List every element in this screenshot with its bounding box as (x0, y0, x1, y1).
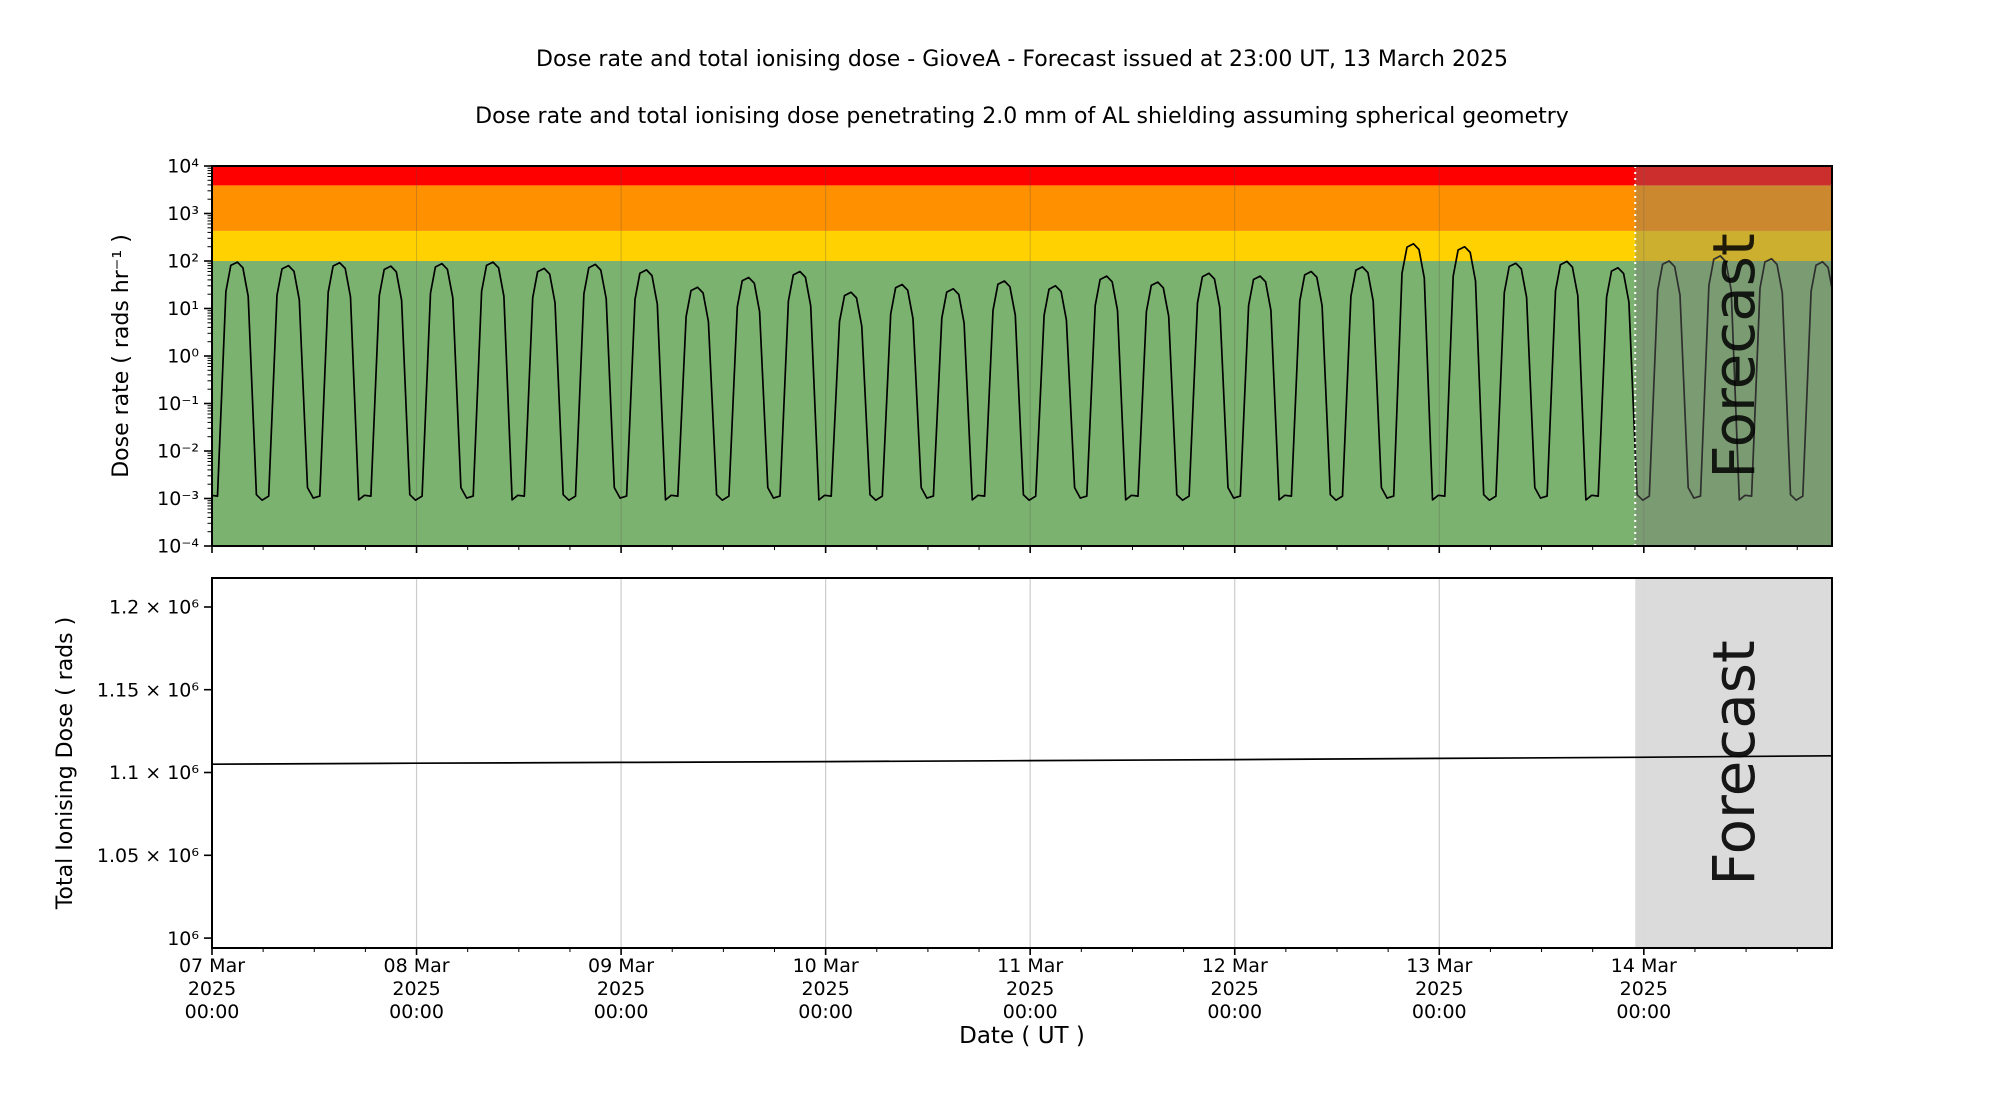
y-tick-label: 1.15 × 10⁶ (97, 679, 199, 701)
total-dose-frame (211, 577, 1833, 949)
x-tick-label: 11 Mar 2025 00:00 (997, 955, 1063, 1023)
y-tick-label: 10⁻² (157, 441, 199, 463)
x-tick-label: 12 Mar 2025 00:00 (1202, 955, 1268, 1023)
y-tick-label: 1.05 × 10⁶ (97, 845, 199, 867)
chart-subtitle: Dose rate and total ionising dose penetr… (475, 104, 1569, 129)
threshold-band-severe (212, 166, 1832, 186)
x-tick-label: 13 Mar 2025 00:00 (1406, 955, 1472, 1023)
total-dose-series-line (212, 754, 1832, 766)
x-tick-label: 07 Mar 2025 00:00 (179, 955, 245, 1023)
y-tick-label: 10⁴ (167, 156, 199, 178)
y-tick-label: 10⁻³ (157, 488, 199, 510)
x-axis-label: Date ( UT ) (959, 1023, 1085, 1049)
y-tick-label: 10³ (167, 203, 199, 225)
x-tick-label: 10 Mar 2025 00:00 (793, 955, 859, 1023)
total-dose-panel: Forecast (212, 578, 1832, 948)
forecast-label-top: Forecast (1700, 233, 1768, 478)
y-tick-label: 10⁻¹ (157, 393, 199, 415)
y-tick-label: 10¹ (167, 298, 199, 320)
forecast-region-top (1635, 166, 1832, 546)
threshold-band-high (212, 185, 1832, 231)
forecast-region-bottom (1635, 578, 1832, 948)
y-tick-label: 10⁶ (167, 928, 199, 950)
dose-rate-panel: Forecast (212, 166, 1832, 546)
y-axis-label-total-dose: Total Ionising Dose ( rads ) (53, 617, 78, 910)
x-tick-label: 09 Mar 2025 00:00 (588, 955, 654, 1023)
y-axis-label-dose-rate: Dose rate ( rads hr⁻¹ ) (109, 234, 134, 478)
y-tick-label: 10⁻⁴ (157, 536, 199, 558)
y-tick-label: 1.1 × 10⁶ (109, 762, 199, 784)
chart-title: Dose rate and total ionising dose - Giov… (536, 47, 1508, 72)
y-tick-label: 10² (167, 251, 199, 273)
threshold-band-elevated (212, 230, 1832, 262)
forecast-label-bottom: Forecast (1700, 640, 1768, 885)
y-tick-label: 10⁰ (167, 346, 199, 368)
x-tick-label: 14 Mar 2025 00:00 (1611, 955, 1677, 1023)
x-tick-label: 08 Mar 2025 00:00 (384, 955, 450, 1023)
dose-rate-series-line (212, 242, 1832, 502)
y-tick-label: 1.2 × 10⁶ (109, 597, 199, 619)
threshold-band-nominal (212, 261, 1832, 546)
